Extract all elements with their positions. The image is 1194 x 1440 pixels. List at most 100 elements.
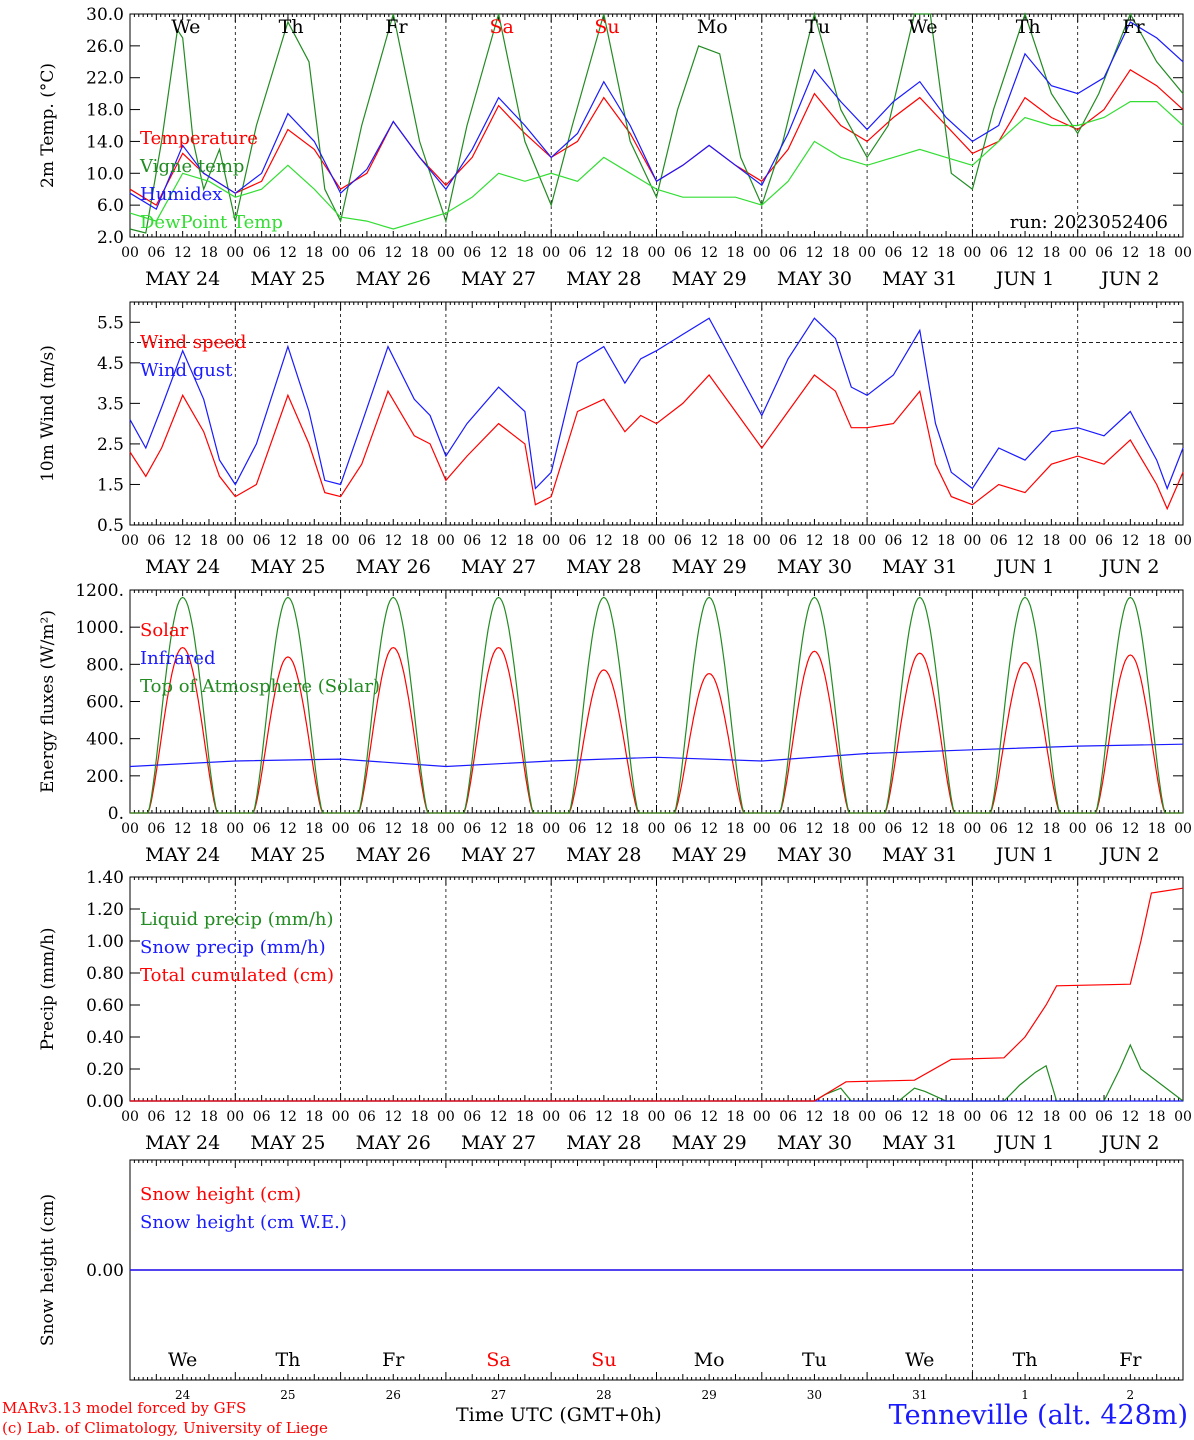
y-tick-label: 0.60 [86, 996, 124, 1016]
weekday-label: Tu [802, 1349, 827, 1371]
day-number: 29 [702, 1388, 717, 1402]
hour-tick-label: 06 [674, 245, 692, 261]
y-tick-label: 30.0 [86, 5, 124, 25]
y-tick-label: 0.5 [97, 516, 124, 536]
weekday-label: Tu [805, 16, 830, 38]
date-label: JUN 1 [994, 1132, 1054, 1154]
hour-tick-label: 00 [1069, 533, 1087, 549]
date-label: JUN 2 [1099, 556, 1159, 578]
hour-tick-label: 12 [279, 533, 297, 549]
weekday-label: We [908, 16, 937, 38]
date-label: MAY 29 [672, 556, 747, 578]
date-label: MAY 24 [145, 844, 220, 866]
hour-tick-label: 18 [937, 1109, 955, 1125]
hour-tick-label: 06 [358, 821, 376, 837]
hour-tick-label: 18 [1042, 1109, 1060, 1125]
date-label: MAY 26 [356, 268, 431, 290]
model-line-2: (c) Lab. of Climatology, University of L… [2, 1419, 328, 1437]
hour-tick-label: 18 [305, 821, 323, 837]
hour-tick-label: 00 [963, 245, 981, 261]
run-label: run: 2023052406 [1010, 212, 1168, 233]
hour-tick-label: 18 [516, 533, 534, 549]
date-label: MAY 28 [566, 556, 641, 578]
legend-entry: Temperature [140, 128, 258, 149]
legend-entry: Total cumulated (cm) [140, 965, 334, 986]
plot-frame [129, 13, 1184, 238]
y-tick-label: 400. [86, 730, 124, 750]
hour-tick-label: 06 [1095, 245, 1113, 261]
hour-tick-label: 18 [1148, 1109, 1166, 1125]
date-label: MAY 24 [145, 556, 220, 578]
y-tick-label: 800. [86, 655, 124, 675]
hour-tick-label: 06 [463, 245, 481, 261]
hour-tick-label: 00 [121, 821, 139, 837]
y-axis-label: Snow height (cm) [38, 1194, 58, 1346]
y-tick-label: 22.0 [86, 69, 124, 89]
date-label: MAY 28 [566, 844, 641, 866]
date-label: MAY 31 [882, 556, 957, 578]
hour-tick-label: 18 [200, 1109, 218, 1125]
hour-tick-label: 00 [437, 821, 455, 837]
hour-tick-label: 18 [200, 533, 218, 549]
weekday-label: We [168, 1349, 197, 1371]
y-axis-label: Precip (mm/h) [38, 927, 58, 1050]
hour-tick-label: 12 [174, 1109, 192, 1125]
hour-tick-label: 18 [1042, 533, 1060, 549]
weekday-label: Su [594, 16, 619, 38]
hour-tick-label: 06 [1095, 821, 1113, 837]
date-label: MAY 31 [882, 844, 957, 866]
day-number: 31 [912, 1388, 927, 1402]
date-label: JUN 1 [994, 844, 1054, 866]
date-label: JUN 1 [994, 268, 1054, 290]
hour-tick-label: 18 [1042, 821, 1060, 837]
hour-tick-label: 00 [1174, 533, 1192, 549]
hour-tick-label: 06 [569, 1109, 587, 1125]
series-line [129, 21, 1184, 210]
hour-tick-label: 12 [384, 821, 402, 837]
y-axis-label: 10m Wind (m/s) [38, 345, 58, 482]
y-tick-label: 0.00 [86, 1092, 124, 1112]
hour-tick-label: 06 [463, 533, 481, 549]
date-label: MAY 27 [461, 844, 536, 866]
hour-tick-label: 12 [806, 821, 824, 837]
date-label: MAY 30 [777, 268, 852, 290]
date-label: MAY 31 [882, 1132, 957, 1154]
hour-tick-label: 00 [437, 1109, 455, 1125]
date-label: MAY 30 [777, 1132, 852, 1154]
hour-tick-label: 06 [885, 533, 903, 549]
legend-entry: Snow height (cm W.E.) [140, 1212, 347, 1233]
day-number: 30 [807, 1388, 822, 1402]
panel-4 [129, 876, 1184, 1102]
panel-3 [129, 589, 1184, 814]
date-label: MAY 29 [672, 844, 747, 866]
hour-tick-label: 06 [1095, 1109, 1113, 1125]
hour-tick-label: 18 [937, 533, 955, 549]
hour-tick-label: 12 [806, 245, 824, 261]
hour-tick-label: 12 [279, 821, 297, 837]
hour-tick-label: 18 [832, 245, 850, 261]
panel-2 [129, 301, 1184, 526]
hour-tick-label: 00 [753, 821, 771, 837]
weekday-label: Fr [382, 1349, 405, 1371]
hour-tick-label: 18 [305, 1109, 323, 1125]
y-tick-label: 1.00 [86, 932, 124, 952]
hour-tick-label: 18 [411, 821, 429, 837]
y-tick-label: 0. [108, 804, 124, 824]
y-tick-label: 3.5 [97, 394, 124, 414]
station-name: Tenneville (alt. 428m) [888, 1400, 1188, 1431]
hour-tick-label: 00 [121, 533, 139, 549]
y-tick-label: 26.0 [86, 37, 124, 57]
hour-tick-label: 18 [727, 533, 745, 549]
hour-tick-label: 00 [542, 245, 560, 261]
weekday-label: We [171, 16, 200, 38]
hour-tick-label: 12 [595, 1109, 613, 1125]
hour-tick-label: 12 [595, 245, 613, 261]
hour-tick-label: 00 [648, 533, 666, 549]
hour-tick-label: 18 [621, 1109, 639, 1125]
hour-tick-label: 12 [384, 245, 402, 261]
hour-tick-label: 06 [253, 1109, 271, 1125]
y-tick-label: 4.5 [97, 354, 124, 374]
hour-tick-label: 00 [753, 533, 771, 549]
hour-tick-label: 06 [779, 245, 797, 261]
hour-tick-label: 06 [990, 1109, 1008, 1125]
